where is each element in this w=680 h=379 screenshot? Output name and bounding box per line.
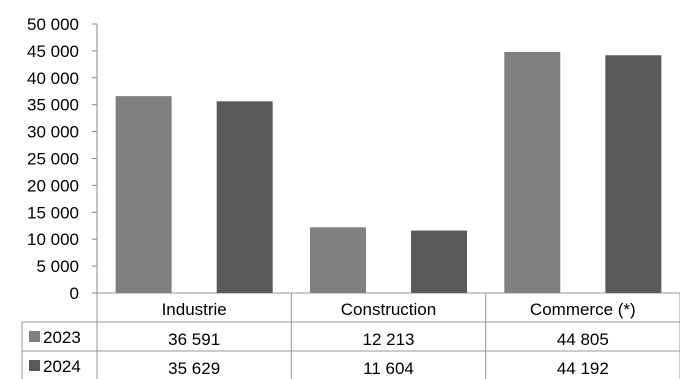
category-label: Commerce (*) xyxy=(530,300,636,319)
table-cell-value: 11 604 xyxy=(363,359,414,378)
y-tick-label: 0 xyxy=(70,284,79,303)
category-label: Industrie xyxy=(162,300,227,319)
y-tick-label: 35 000 xyxy=(27,96,79,115)
bar-2024-construction xyxy=(411,230,468,293)
legend-label: 2024 xyxy=(43,357,81,376)
category-label: Construction xyxy=(341,300,436,319)
y-axis: 0 5 000 10 000 15 000 20 000 25 000 30 000 35 0… xyxy=(27,15,98,303)
table-cell-value: 44 192 xyxy=(557,359,609,378)
y-tick-label: 15 000 xyxy=(27,203,79,222)
y-tick-label: 30 000 xyxy=(27,123,79,142)
table-cell-value: 44 805 xyxy=(557,330,609,349)
y-tick-label: 50 000 xyxy=(27,15,79,34)
bar-2023-industrie xyxy=(115,96,172,294)
y-tick-label: 10 000 xyxy=(27,230,79,249)
table-cell-value: 36 591 xyxy=(168,330,220,349)
y-tick-label: 40 000 xyxy=(27,69,79,88)
table-cell-value: 12 213 xyxy=(363,330,415,349)
table-grid xyxy=(21,292,680,379)
legend-swatch-2024 xyxy=(29,360,40,371)
legend-label: 2023 xyxy=(43,328,81,347)
y-tick-label: 45 000 xyxy=(27,42,79,61)
y-tick-label: 5 000 xyxy=(36,257,79,276)
data-table: Industrie Construction Commerce (*) 2023 36 … xyxy=(29,300,636,378)
y-tick-label: 25 000 xyxy=(27,150,79,169)
bar-2024-industrie xyxy=(216,101,273,293)
legend-swatch-2023 xyxy=(29,331,40,342)
bar-series xyxy=(115,51,662,294)
bar-2023-commerce xyxy=(504,51,561,294)
y-tick-label: 20 000 xyxy=(27,176,79,195)
bar-2023-construction xyxy=(309,227,366,293)
bar-2024-commerce xyxy=(605,55,662,293)
table-cell-value: 35 629 xyxy=(168,359,220,378)
